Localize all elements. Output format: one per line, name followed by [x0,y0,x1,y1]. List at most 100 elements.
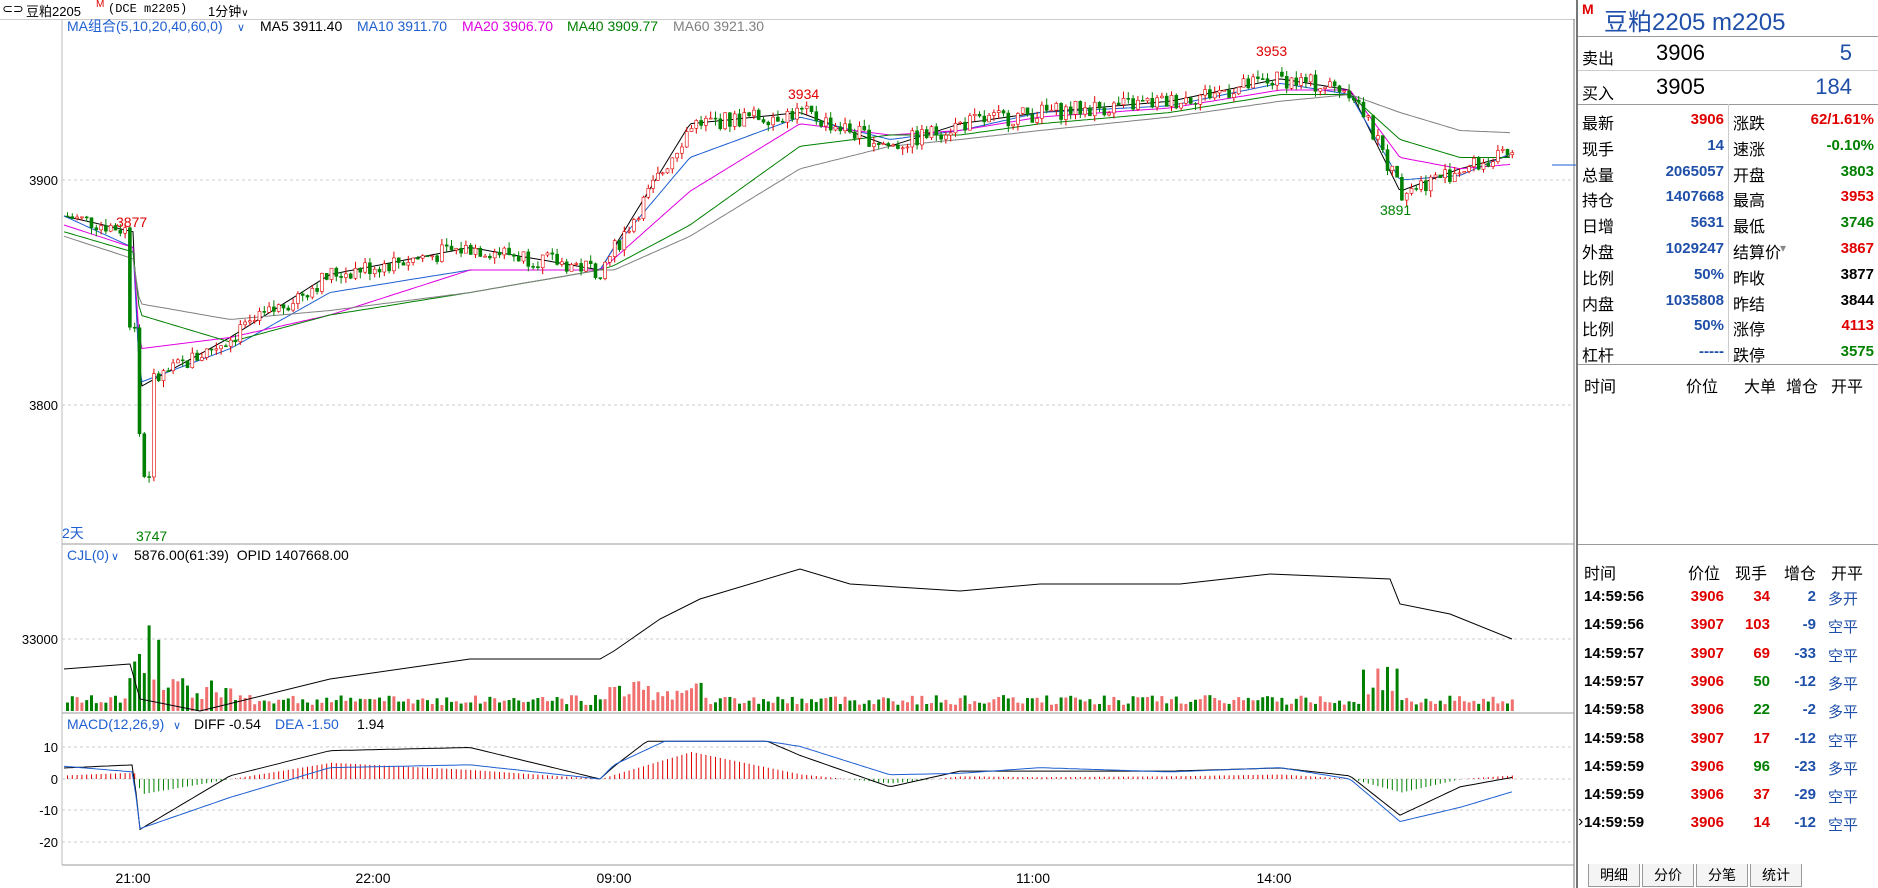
volume-bar [1126,703,1130,711]
stat-label: 内盘 [1582,296,1615,314]
candle-body [1337,85,1342,93]
stat-value: 3803 [1840,162,1874,180]
volume-bar [699,682,703,711]
volume-bar [934,695,938,711]
volume-bar [243,697,247,711]
candle-body [598,277,603,279]
candle-body [392,257,396,272]
candle-body [219,345,223,350]
ma60-value: MA60 3921.30 [673,19,764,34]
tick-time: 14:59:58 [1584,729,1645,747]
tab-ticks[interactable]: 分笔 [1696,864,1748,887]
candle-body [732,113,737,127]
tick-type: 多平 [1828,704,1859,722]
volume-bar [858,704,861,711]
candle-body [838,126,843,132]
candle-body [454,248,459,251]
candle-body [1361,101,1366,118]
volume-bar [1150,695,1154,711]
chevron-down-icon[interactable]: ∨ [237,22,245,34]
volume-bar [1501,701,1505,711]
volume-bar [416,699,420,711]
candle-body [156,373,161,382]
candle-body [977,114,982,117]
volume-bar [315,699,319,711]
tab-price-dist[interactable]: 分价 [1642,864,1694,887]
volume-bar [1093,704,1097,711]
candle-body [406,262,411,266]
volume-bar [656,692,660,711]
link-icon[interactable]: ⊂⊃ [2,1,24,16]
candle-body [780,120,785,123]
candle-body [819,120,823,127]
volume-indicator-title[interactable]: CJL(0) [67,547,109,563]
volume-bar [891,701,895,711]
tick-time: 14:59:59 [1584,786,1645,804]
volume-bar [1448,695,1452,711]
candle-body [310,288,315,298]
volume-bar [1285,704,1289,711]
volume-bar [1318,696,1322,711]
volume-bar [618,685,621,711]
low-label: 3747 [136,528,167,544]
volume-bar [766,701,770,711]
candle-body [1184,97,1188,104]
ma-indicator-title[interactable]: MA组合(5,10,20,40,60,0) [67,19,223,34]
volume-bar [637,681,641,711]
candle-body [1419,180,1423,190]
tick-qty: 17 [1753,729,1770,747]
volume-bar [1246,697,1250,711]
period-selector[interactable]: 1分钟∨ [208,1,249,20]
candle-body [339,276,343,278]
candle-body [800,107,804,110]
volume-bar [75,697,79,711]
volume-bar [608,687,612,711]
volume-bar [104,702,108,711]
candle-body [1395,165,1399,178]
candle-body [190,352,195,368]
tick-qty: 22 [1753,701,1770,719]
volume-bar [488,696,492,711]
tick-type: 空平 [1828,817,1859,835]
candle-body [790,111,795,120]
volume-bar [493,698,497,711]
volume-bar [536,697,540,711]
stat-label: 最高 [1733,193,1766,211]
volume-bar [190,697,194,711]
volume-bar [210,680,213,711]
candle-body [166,370,171,372]
candle-body [545,252,550,256]
volume-bar [930,703,933,711]
candle-body [344,273,348,278]
volume-bar [1510,699,1514,711]
chevron-down-icon[interactable]: ▾ [1780,241,1787,255]
chevron-down-icon[interactable]: ∨ [111,551,119,563]
candle-body [675,152,679,159]
high-label: 3877 [116,214,147,230]
kline-chart[interactable]: MA组合(5,10,20,40,60,0) ∨ MA5 3911.40 MA10… [0,19,1576,888]
volume-bar [910,695,914,711]
tick-type: 空平 [1828,619,1859,637]
volume-bar [1381,690,1385,711]
candle-body [1491,161,1495,167]
candle-body [713,117,718,120]
macd-indicator-title[interactable]: MACD(12,26,9) [67,716,164,732]
candle-body [478,247,483,257]
volume-bar [1314,703,1317,711]
candle-body [1352,97,1356,101]
candle-body [550,252,555,255]
candle-body [1150,98,1155,108]
volume-bar [1304,697,1308,711]
volume-bar [1472,700,1476,711]
volume-bar [1309,702,1313,711]
tab-statistics[interactable]: 统计 [1750,864,1802,887]
candle-body [272,306,276,312]
buy-qty: 184 [1815,74,1852,99]
volume-bar [1160,696,1164,711]
tab-details[interactable]: 明细 [1588,864,1640,887]
candle-body [1347,90,1351,99]
volume-bar [1467,702,1471,711]
chevron-down-icon[interactable]: ∨ [173,720,181,732]
volume-bar [1323,701,1327,711]
candle-body [1462,171,1467,174]
